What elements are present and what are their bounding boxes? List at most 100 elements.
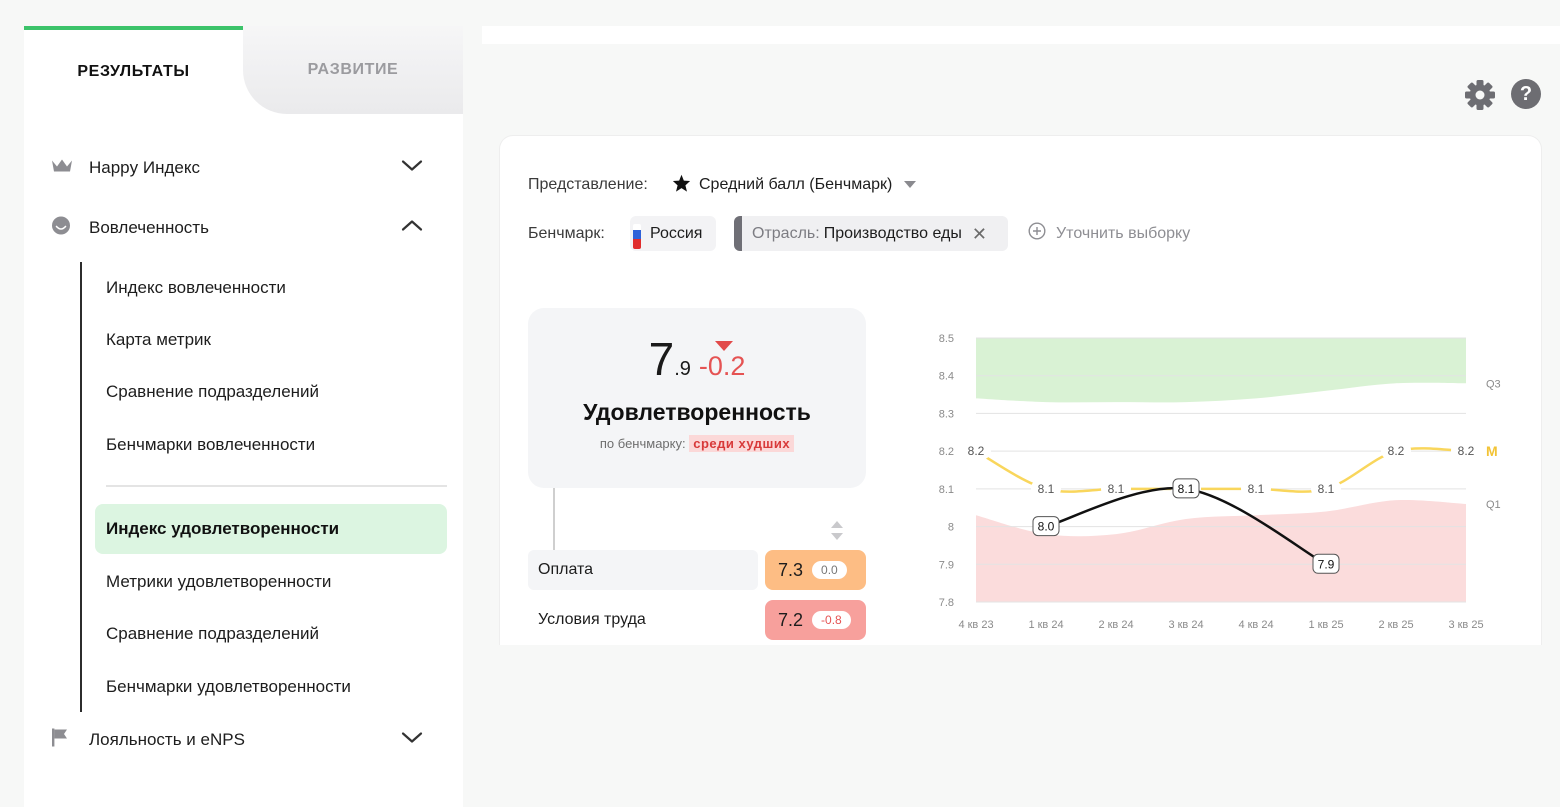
sidebar: РЕЗУЛЬТАТЫ РАЗВИТИЕ Happy Индекс Вовлече… <box>24 26 463 807</box>
y-tick-label: 7.8 <box>939 597 954 609</box>
score-card[interactable]: 7.9 -0.2 Удовлетворенность по бенчмарку: … <box>528 308 866 488</box>
sidebar-item-metric-map[interactable]: Карта метрик <box>106 330 211 349</box>
metric-value: 7.3 <box>778 559 804 580</box>
connector-line <box>553 488 555 550</box>
median-point-label-bg <box>1311 479 1341 497</box>
y-tick-label: 7.9 <box>939 559 954 571</box>
close-icon[interactable]: ✕ <box>971 223 987 244</box>
metric-value-box: 7.3 0.0 <box>765 550 866 590</box>
sidebar-tabs: РЕЗУЛЬТАТЫ РАЗВИТИЕ <box>24 26 463 114</box>
nav-group-label: Лояльность и eNPS <box>89 730 245 749</box>
refine-sample-button[interactable]: Уточнить выборку <box>1028 222 1190 245</box>
median-point-label-bg <box>1031 479 1061 497</box>
y-tick-label: 8 <box>948 522 954 534</box>
band-label-q1: Q1 <box>1486 499 1501 511</box>
company-point-label: 8.1 <box>1178 482 1195 496</box>
median-point-label: 8.1 <box>1108 482 1125 496</box>
benchmark-chip-russia[interactable]: Россия <box>630 216 716 251</box>
score-int: 7 <box>648 333 675 385</box>
score-benchmark-note: по бенчмарку: среди худших <box>528 435 866 452</box>
score-dec: .9 <box>674 358 691 380</box>
caret-down-icon <box>904 176 917 194</box>
median-point-label: 8.1 <box>1038 482 1055 496</box>
chip-accent <box>734 216 742 251</box>
topbar-stub <box>482 26 495 44</box>
help-icon[interactable]: ? <box>1511 79 1541 109</box>
median-point-label-bg <box>1101 479 1131 497</box>
metric-name: Условия труда <box>538 611 646 628</box>
y-tick-label: 8.1 <box>939 484 954 496</box>
series-label-median: M <box>1486 443 1498 459</box>
tab-results[interactable]: РЕЗУЛЬТАТЫ <box>24 26 243 114</box>
tab-development[interactable]: РАЗВИТИЕ <box>243 26 463 114</box>
band-label-q3: Q3 <box>1486 378 1501 390</box>
metric-delta: 0.0 <box>812 561 847 579</box>
x-tick-label: 4 кв 24 <box>1238 619 1273 631</box>
chevron-down-icon[interactable] <box>401 731 423 750</box>
star-icon <box>672 174 691 197</box>
metric-value-box: 7.2 -0.8 <box>765 600 866 640</box>
plus-circle-icon <box>1028 222 1046 245</box>
down-arrow-icon <box>715 341 733 351</box>
y-tick-label: 8.2 <box>939 446 954 458</box>
score-title: Удовлетворенность <box>583 399 811 425</box>
chip-value: Производство еды <box>823 224 962 242</box>
sidebar-item-engagement-benchmarks[interactable]: Бенчмарки вовлеченности <box>106 435 316 454</box>
satisfaction-trend-chart: 8.5 8.4 8.3 8.2 8.1 8 7.9 7.8 4 кв 23 1 кв 24 2 кв… <box>939 333 1501 631</box>
median-point-label-bg <box>1451 442 1481 460</box>
sort-icon[interactable] <box>831 521 843 546</box>
nav-group-happy-index[interactable]: Happy Индекс <box>24 148 463 188</box>
view-value: Средний балл (Бенчмарк) <box>699 176 893 193</box>
sidebar-item-satisfaction-benchmarks[interactable]: Бенчмарки удовлетворенности <box>106 677 351 696</box>
view-dropdown[interactable]: Средний балл (Бенчмарк) <box>672 174 917 197</box>
company-point-marker <box>1032 516 1060 537</box>
benchmark-label: Бенчмарк: <box>528 225 605 242</box>
sidebar-item-department-comparison-2[interactable]: Сравнение подразделений <box>106 624 320 643</box>
x-tick-label: 1 кв 25 <box>1308 619 1343 631</box>
median-point-label: 8.1 <box>1248 482 1265 496</box>
chevron-down-icon[interactable] <box>401 159 423 178</box>
nav-group-label: Вовлеченность <box>89 218 209 237</box>
note-prefix: по бенчмарку: <box>599 436 686 451</box>
x-tick-label: 3 кв 24 <box>1168 619 1203 631</box>
view-label: Представление: <box>528 176 648 193</box>
y-tick-label: 8.3 <box>939 408 954 420</box>
divider <box>106 485 447 487</box>
x-tick-label: 4 кв 23 <box>958 619 993 631</box>
median-point-label: 8.1 <box>1318 482 1335 496</box>
chevron-up-icon[interactable] <box>401 219 423 238</box>
metric-row[interactable]: Условия труда 7.2 -0.8 <box>528 600 866 640</box>
nav-group-engagement[interactable]: Вовлеченность <box>24 208 463 248</box>
x-tick-label: 2 кв 24 <box>1098 619 1133 631</box>
gear-icon[interactable] <box>1464 79 1496 111</box>
sidebar-item-department-comparison[interactable]: Сравнение подразделений <box>106 382 320 401</box>
metric-name: Оплата <box>528 550 758 590</box>
score-delta: -0.2 <box>698 351 746 381</box>
metric-value: 7.2 <box>778 609 804 630</box>
sidebar-item-satisfaction-metrics[interactable]: Метрики удовлетворенности <box>106 572 332 591</box>
benchmark-chip-industry[interactable]: Отрасль: Производство еды ✕ <box>734 216 1008 251</box>
crown-icon <box>51 158 73 179</box>
russia-flag-icon <box>633 224 641 249</box>
chip-key: Отрасль: <box>752 224 820 242</box>
median-point-label-bg <box>1381 442 1411 460</box>
topbar <box>495 26 1560 44</box>
company-point-marker <box>1312 553 1340 574</box>
nav-group-loyalty[interactable]: Лояльность и eNPS <box>24 720 463 760</box>
median-point-label: 8.2 <box>1458 444 1475 458</box>
chip-label: Россия <box>650 224 703 242</box>
company-point-label: 7.9 <box>1318 557 1335 571</box>
smile-icon <box>51 216 71 241</box>
y-tick-label: 8.4 <box>939 371 954 383</box>
x-tick-label: 1 кв 24 <box>1028 619 1063 631</box>
company-point-marker <box>1172 478 1200 499</box>
sidebar-item-satisfaction-index[interactable]: Индекс удовлетворенности <box>95 504 447 554</box>
flag-icon <box>51 728 69 753</box>
x-tick-label: 2 кв 25 <box>1378 619 1413 631</box>
tree-connector-line <box>80 262 82 712</box>
metric-row[interactable]: Оплата 7.3 0.0 <box>528 550 866 590</box>
score-value: 7.9 -0.2 <box>528 332 866 386</box>
sidebar-item-engagement-index[interactable]: Индекс вовлеченности <box>106 278 286 297</box>
refine-label: Уточнить выборку <box>1056 224 1191 242</box>
median-point-label-bg <box>961 442 991 460</box>
